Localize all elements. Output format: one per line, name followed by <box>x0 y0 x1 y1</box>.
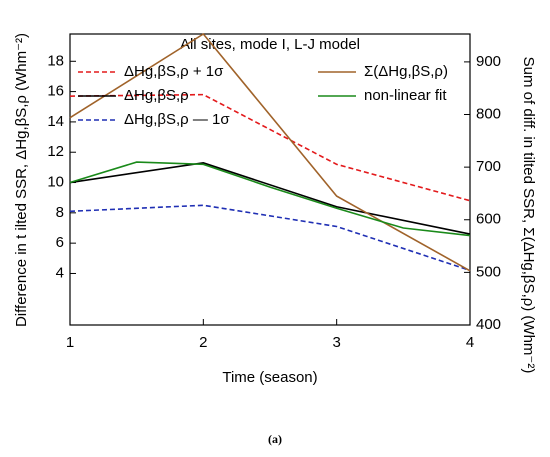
y2-tick-label: 400 <box>476 316 501 333</box>
x-tick-label: 1 <box>66 334 74 351</box>
y-tick-label: 18 <box>47 52 64 69</box>
y-tick-label: 8 <box>56 204 64 221</box>
legend-label: non-linear fit <box>364 87 447 104</box>
series-line <box>69 162 471 235</box>
legend-label: ΔHg,βS,ρ — 1σ <box>124 111 230 128</box>
y-tick-label: 12 <box>47 143 64 160</box>
y-tick-label: 4 <box>56 264 64 281</box>
legend-label: Σ(ΔHg,βS,ρ) <box>364 63 448 80</box>
y-tick-label: 6 <box>56 234 64 251</box>
series-line <box>69 161 471 237</box>
y-tick-label: 16 <box>47 83 64 100</box>
series-line <box>69 32 471 272</box>
x-tick-label: 2 <box>199 334 207 351</box>
x-tick-label: 4 <box>466 334 474 351</box>
x-tick-label: 3 <box>332 334 340 351</box>
y2-tick-label: 500 <box>476 263 501 280</box>
y-tick-label: 14 <box>47 113 64 130</box>
chart-title: All sites, mode I, L-J model <box>180 36 360 53</box>
x-axis-label: Time (season) <box>222 369 317 386</box>
series-line <box>69 93 471 202</box>
y2-tick-label: 800 <box>476 105 501 122</box>
y2-tick-label: 900 <box>476 53 501 70</box>
y2-tick-label: 700 <box>476 158 501 175</box>
y-tick-label: 10 <box>47 174 64 191</box>
plot-frame <box>69 33 471 326</box>
y2-tick-label: 600 <box>476 211 501 228</box>
y2-axis-label: Sum of diff. in tilted SSR, Σ(ΔHg,βS,ρ) … <box>520 57 537 374</box>
series-line <box>69 204 471 272</box>
caption: (a) <box>268 432 282 446</box>
legend-label: ΔHg,βS,ρ <box>124 87 189 104</box>
y-axis-label: Difference in t ilted SSR, ΔHg,βS,ρ (Whm… <box>13 33 30 327</box>
legend-label: ΔHg,βS,ρ + 1σ <box>124 63 224 80</box>
